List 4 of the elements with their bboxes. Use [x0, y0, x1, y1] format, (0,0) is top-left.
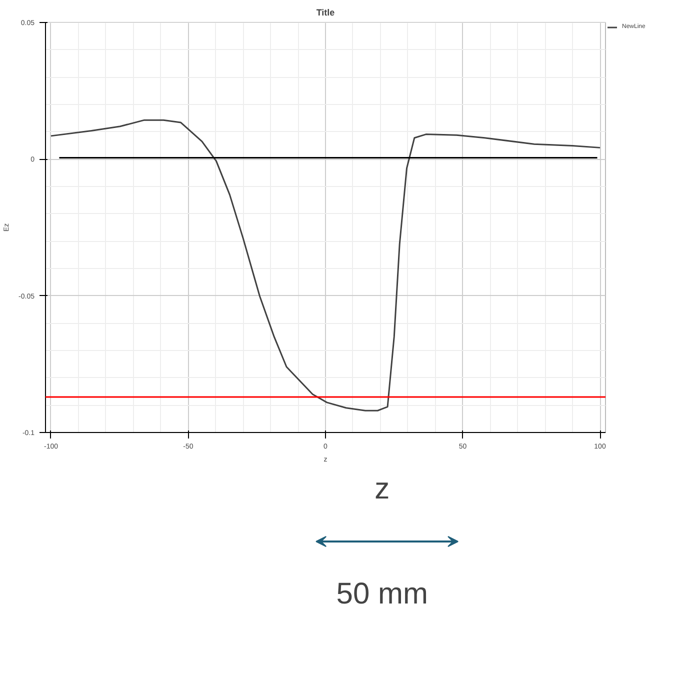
line-series: [50, 119, 601, 412]
text: z: [374, 472, 390, 506]
chart-title: Title: [316, 8, 335, 18]
text: 50 mm: [336, 578, 428, 610]
